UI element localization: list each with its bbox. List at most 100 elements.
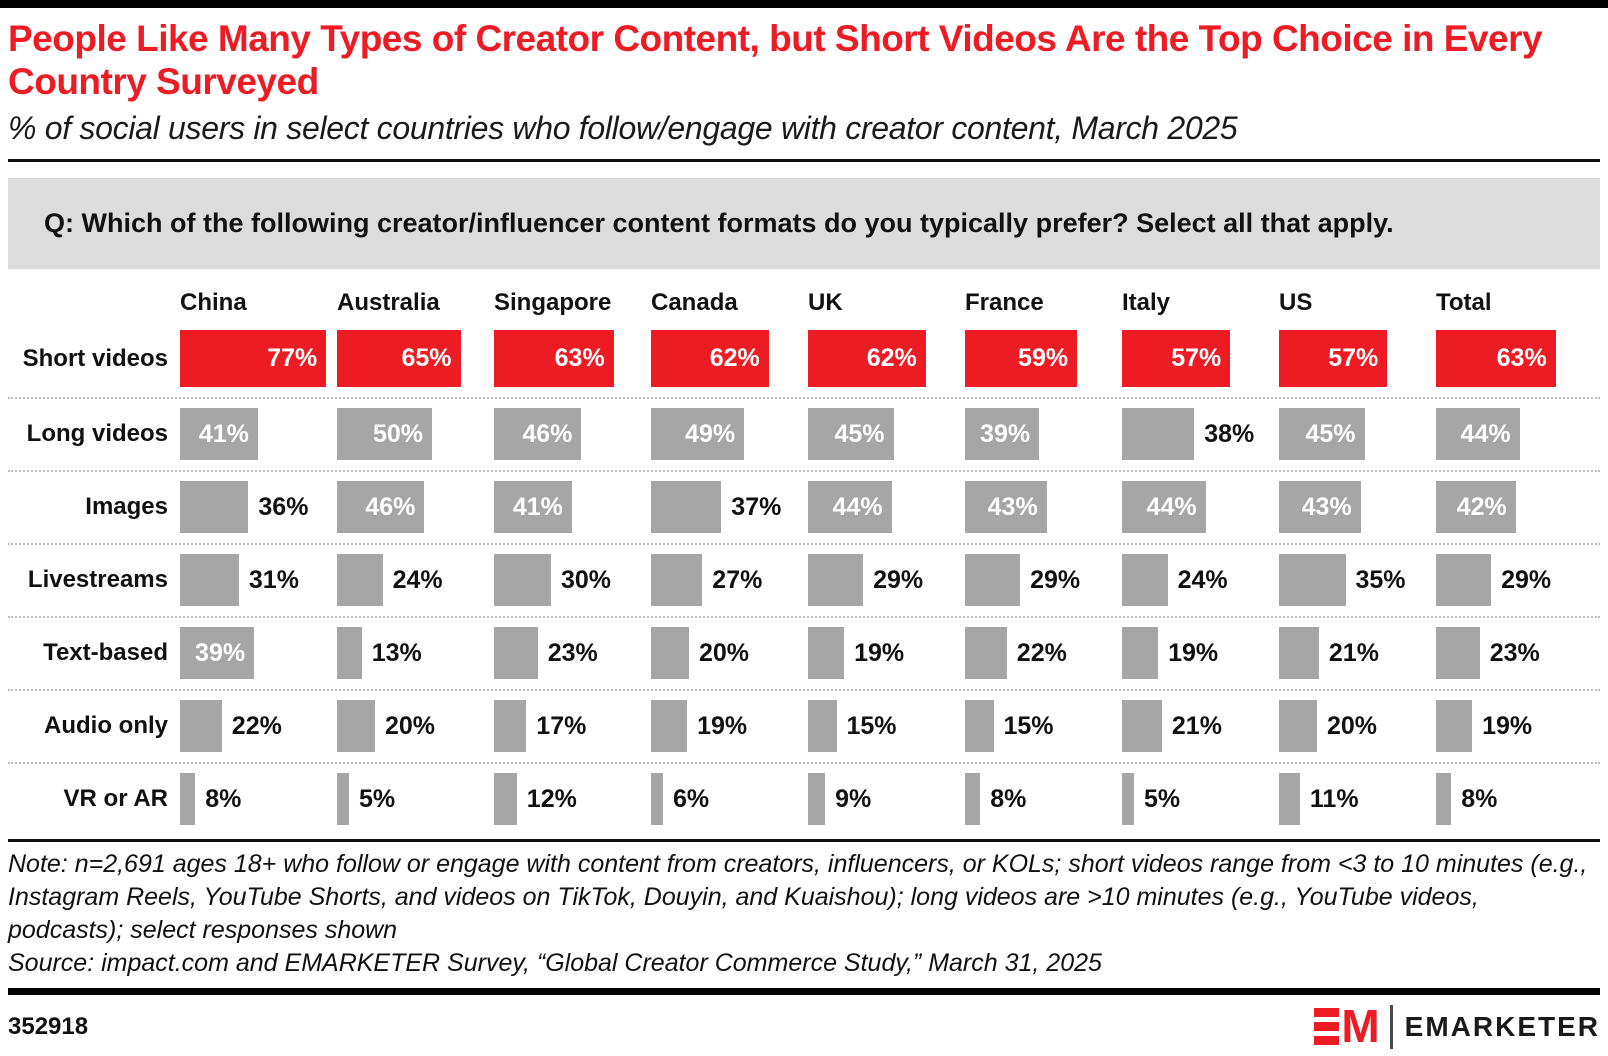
row-label-long-videos: Long videos bbox=[26, 420, 168, 448]
bar-value: 39% bbox=[195, 638, 246, 667]
bar bbox=[180, 700, 222, 753]
bar-cell-canada: 49% bbox=[651, 399, 808, 470]
bar-cell-italy: 44% bbox=[1122, 472, 1279, 543]
column-header-canada: Canada bbox=[651, 288, 738, 316]
bar bbox=[1122, 700, 1162, 753]
column-header-total: Total bbox=[1436, 288, 1492, 316]
bar bbox=[180, 773, 196, 826]
bar-value: 77% bbox=[267, 344, 318, 373]
bar bbox=[965, 773, 981, 826]
column-header-china: China bbox=[180, 288, 247, 316]
bar-cell-total: 19% bbox=[1436, 691, 1593, 762]
bar-value: 49% bbox=[685, 419, 736, 448]
bar-value: 41% bbox=[198, 419, 249, 448]
highlight-bar: 62% bbox=[651, 330, 769, 388]
bar-value: 19% bbox=[1482, 711, 1533, 740]
bar-cell-france: 39% bbox=[965, 399, 1122, 470]
bar-value: 62% bbox=[866, 344, 917, 373]
bar-value: 63% bbox=[1496, 344, 1547, 373]
bar-value: 46% bbox=[522, 419, 573, 448]
bar-cell-us: 20% bbox=[1279, 691, 1436, 762]
bar-cell-singapore: 12% bbox=[494, 764, 651, 835]
bar: 45% bbox=[808, 408, 894, 461]
bar-cell-china: 22% bbox=[180, 691, 337, 762]
bar-cell-singapore: 30% bbox=[494, 545, 651, 616]
bar-cell-uk: 9% bbox=[808, 764, 965, 835]
bar bbox=[1122, 627, 1159, 680]
bar-value: 21% bbox=[1328, 638, 1379, 667]
bar bbox=[651, 481, 722, 534]
bar bbox=[651, 627, 689, 680]
bar bbox=[337, 700, 375, 753]
bar-cell-uk: 15% bbox=[808, 691, 965, 762]
bar-cell-france: 8% bbox=[965, 764, 1122, 835]
bar bbox=[494, 773, 517, 826]
row-label-livestreams: Livestreams bbox=[27, 566, 168, 594]
bar bbox=[808, 773, 826, 826]
bar-cell-canada: 62% bbox=[651, 321, 808, 397]
bar-cell-italy: 5% bbox=[1122, 764, 1279, 835]
bar: 44% bbox=[808, 481, 892, 534]
bar: 44% bbox=[1122, 481, 1206, 534]
bar bbox=[1279, 554, 1346, 607]
bar-value: 42% bbox=[1456, 492, 1507, 521]
bar-value: 50% bbox=[372, 419, 423, 448]
bar-value: 35% bbox=[1355, 565, 1406, 594]
bar-cell-us: 57% bbox=[1279, 321, 1436, 397]
bar: 50% bbox=[337, 408, 432, 461]
bar-value: 46% bbox=[365, 492, 416, 521]
column-header-uk: UK bbox=[808, 288, 843, 316]
bar: 46% bbox=[337, 481, 425, 534]
bar-cell-canada: 37% bbox=[651, 472, 808, 543]
bar bbox=[337, 773, 349, 826]
column-header-france: France bbox=[965, 288, 1044, 316]
bar bbox=[1279, 627, 1319, 680]
bar-value: 36% bbox=[258, 492, 309, 521]
bar-cell-china: 39% bbox=[180, 618, 337, 689]
bar-cell-italy: 21% bbox=[1122, 691, 1279, 762]
bar-cell-australia: 24% bbox=[337, 545, 494, 616]
bar-cell-singapore: 41% bbox=[494, 472, 651, 543]
chart-row-text-based: Text-based 39% 13% 23% 20% 19% 22% 19% 21% 23% bbox=[8, 615, 1600, 689]
note-text: Note: n=2,691 ages 18+ who follow or eng… bbox=[8, 849, 1588, 944]
bar-value: 57% bbox=[1171, 344, 1222, 373]
bar: 44% bbox=[1436, 408, 1520, 461]
bar bbox=[808, 700, 837, 753]
bar: 49% bbox=[651, 408, 745, 461]
bar-value: 24% bbox=[1177, 565, 1228, 594]
column-header-italy: Italy bbox=[1122, 288, 1171, 316]
bar-value: 62% bbox=[709, 344, 760, 373]
bar-cell-us: 45% bbox=[1279, 399, 1436, 470]
highlight-bar: 59% bbox=[965, 330, 1078, 388]
bar-value: 5% bbox=[1144, 784, 1181, 813]
bar-value: 20% bbox=[1327, 711, 1378, 740]
emarketer-monogram-icon: M bbox=[1314, 1003, 1380, 1049]
bar-value: 29% bbox=[873, 565, 924, 594]
bar-value: 8% bbox=[990, 784, 1027, 813]
bar-value: 11% bbox=[1309, 784, 1359, 813]
bar-cell-uk: 62% bbox=[808, 321, 965, 397]
bar-value: 19% bbox=[697, 711, 748, 740]
emarketer-logo: M EMARKETER bbox=[1314, 1003, 1600, 1049]
bar-value: 5% bbox=[359, 784, 396, 813]
bar-value: 43% bbox=[1301, 492, 1352, 521]
bar-cell-china: 31% bbox=[180, 545, 337, 616]
bar bbox=[965, 700, 994, 753]
row-label-images: Images bbox=[85, 493, 168, 521]
bar-value: 29% bbox=[1030, 565, 1081, 594]
bar-value: 22% bbox=[1016, 638, 1067, 667]
bar: 43% bbox=[965, 481, 1047, 534]
bar-value: 24% bbox=[392, 565, 443, 594]
bar bbox=[1436, 773, 1452, 826]
bar-value: 8% bbox=[205, 784, 242, 813]
bar bbox=[494, 700, 527, 753]
footer-divider-bar bbox=[8, 987, 1600, 995]
bar-cell-canada: 27% bbox=[651, 545, 808, 616]
bar bbox=[651, 773, 663, 826]
bar: 46% bbox=[494, 408, 582, 461]
header-divider bbox=[8, 158, 1600, 162]
bar-value: 23% bbox=[1489, 638, 1540, 667]
bar-value: 17% bbox=[536, 711, 587, 740]
logo-e-bars-icon bbox=[1314, 1008, 1340, 1046]
column-header-singapore: Singapore bbox=[494, 288, 612, 316]
